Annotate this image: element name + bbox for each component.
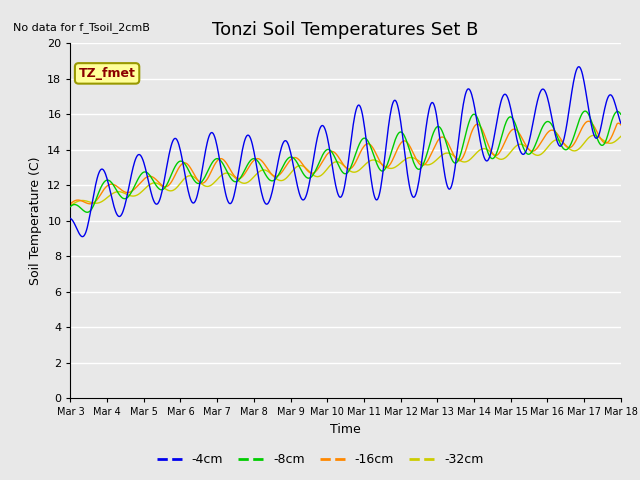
- X-axis label: Time: Time: [330, 423, 361, 436]
- Legend: -4cm, -8cm, -16cm, -32cm: -4cm, -8cm, -16cm, -32cm: [152, 448, 488, 471]
- Y-axis label: Soil Temperature (C): Soil Temperature (C): [29, 156, 42, 285]
- Text: TZ_fmet: TZ_fmet: [79, 67, 136, 80]
- Text: No data for f_Tsoil_2cmB: No data for f_Tsoil_2cmB: [13, 22, 150, 33]
- Title: Tonzi Soil Temperatures Set B: Tonzi Soil Temperatures Set B: [212, 21, 479, 39]
